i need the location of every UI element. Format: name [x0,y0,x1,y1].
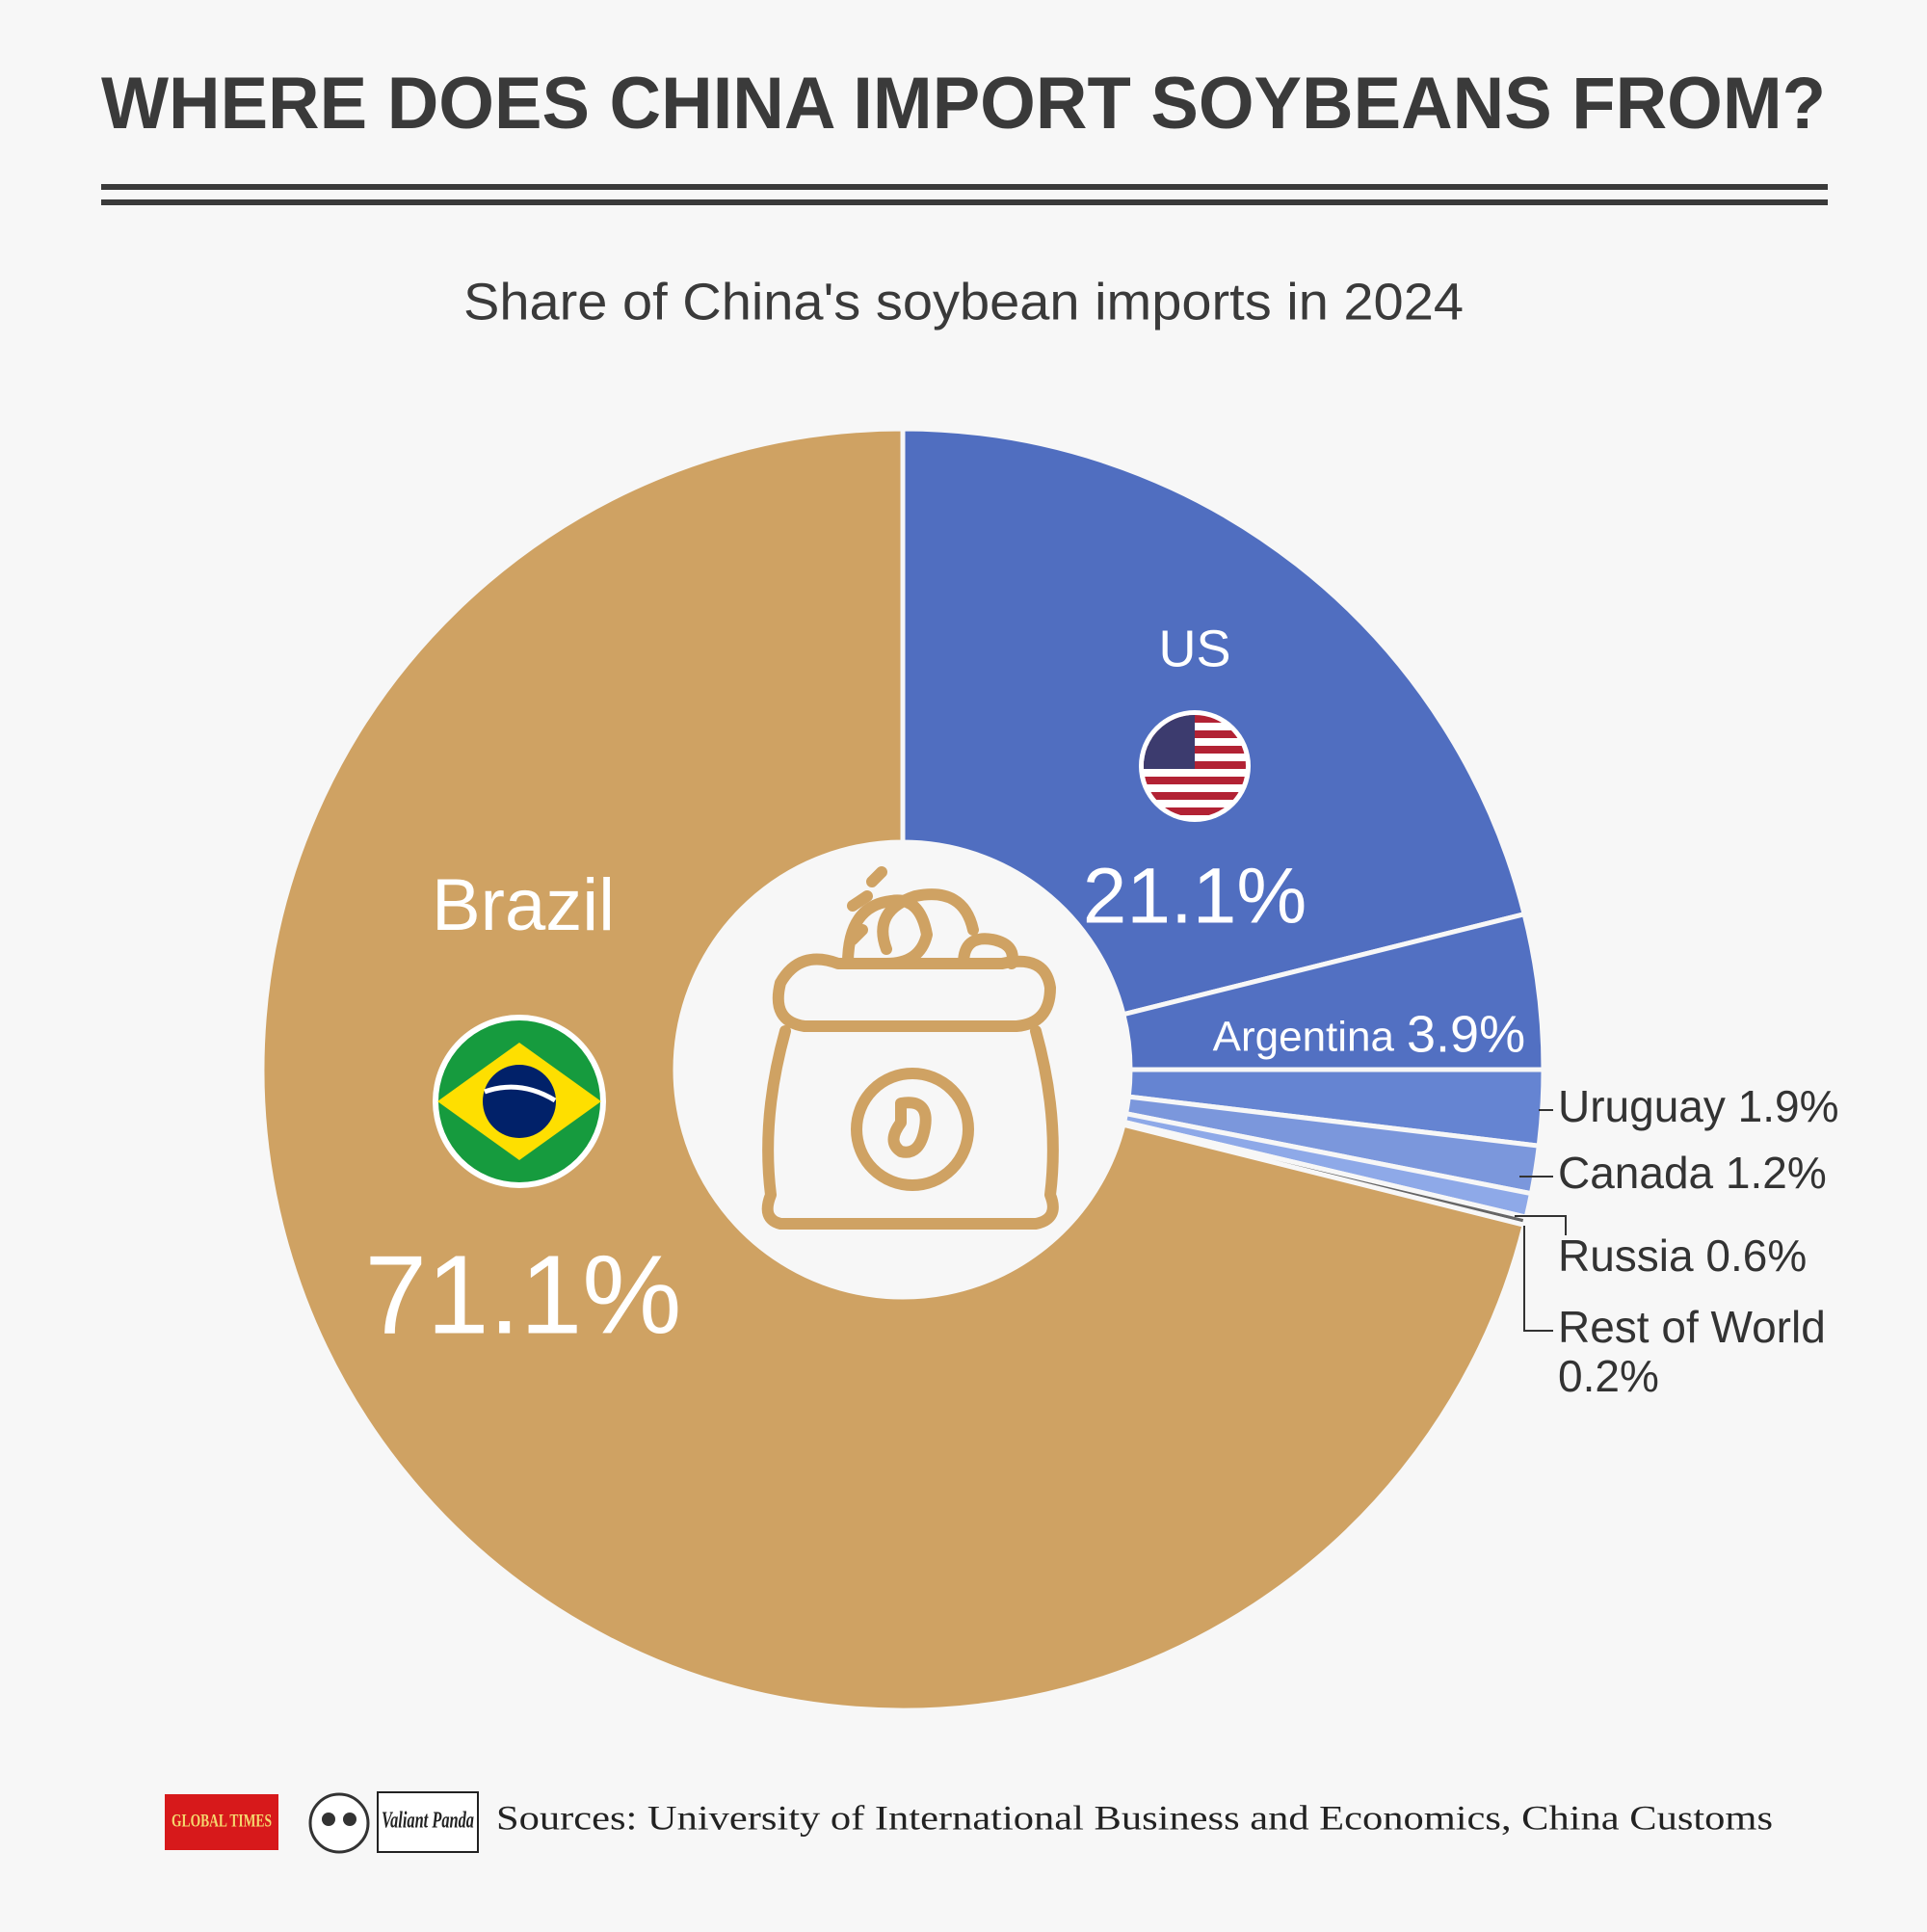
leader-line [1523,1226,1553,1332]
slice [259,426,1528,1713]
value-label: 21.1% [1083,853,1307,940]
title-rule [101,199,1828,205]
bag-icon [761,866,1059,1230]
category-name: Rest of World [1558,1302,1826,1352]
slice-label: Canada 1.2% [1558,1148,1827,1198]
panda-eye [322,1813,335,1826]
slice-label: Uruguay 1.9% [1558,1081,1839,1131]
slice-label: US [1158,620,1230,677]
brazil-flag [433,1015,606,1188]
us-flag [1139,710,1251,822]
value-label: 71.1% [365,1232,682,1358]
value-label: 0.6% [1705,1231,1807,1281]
leader-line [1515,1215,1567,1235]
category-name: Russia [1558,1231,1694,1281]
slice-label: Russia 0.6% [1558,1231,1807,1281]
source-note: Sources: University of International Bus… [496,1798,1773,1837]
value-label: 1.9% [1738,1081,1839,1131]
value-label: 3.9% [1407,1005,1525,1063]
labels: US 21.1% Brazil 71.1% Argentina 3.9% Uruguay 1… [365,620,1839,1401]
slice-label: Argentina [1213,1014,1395,1061]
chart-subtitle: Share of China's soybean imports in 2024 [463,273,1464,331]
logo-box [377,1791,479,1853]
logo-text: Valiant Panda [382,1809,474,1834]
category-name: Canada [1558,1148,1714,1198]
logo-box [165,1794,278,1850]
title-rule [101,184,1828,190]
slice-label: Brazil [432,864,615,946]
category-name: Uruguay [1558,1081,1726,1131]
value-label: 1.2% [1726,1148,1827,1198]
slice-label: Rest of World [1558,1302,1826,1352]
chart-title: WHERE DOES CHINA IMPORT SOYBEANS FROM? [101,63,1826,145]
value-label: 0.2% [1558,1351,1659,1401]
panda-icon [308,1792,370,1854]
panda-eye [343,1813,356,1826]
logo-text: GLOBAL TIMES [172,1811,272,1831]
